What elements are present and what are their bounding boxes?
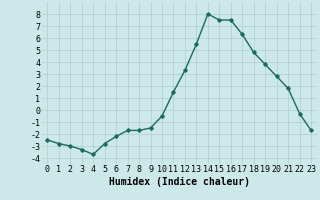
X-axis label: Humidex (Indice chaleur): Humidex (Indice chaleur) [109,177,250,187]
